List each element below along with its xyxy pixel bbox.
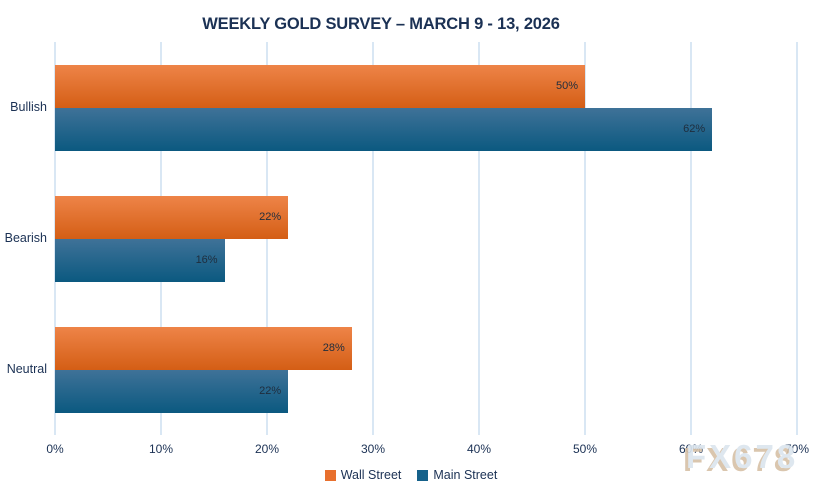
legend: Wall Street Main Street	[0, 468, 822, 482]
main-street-swatch	[417, 469, 429, 481]
gridline-20%	[266, 42, 268, 435]
bar-value-wall-street-bearish: 22%	[259, 211, 282, 223]
bar-main-street-bearish: 16%	[55, 238, 225, 282]
x-tick-label-20%: 20%	[254, 442, 280, 456]
category-label-bullish: Bullish	[10, 99, 47, 114]
gridline-40%	[478, 42, 480, 435]
plot-area: 50% 62% 22% 16% 28% 22%	[54, 42, 798, 435]
bar-wall-street-bullish: 50%	[55, 64, 585, 108]
bar-value-main-street-bearish: 16%	[195, 254, 218, 266]
x-tick-label-30%: 30%	[360, 442, 386, 456]
bar-value-wall-street-bullish: 50%	[555, 80, 578, 92]
x-tick-label-50%: 50%	[572, 442, 598, 456]
wall-street-swatch	[324, 469, 336, 481]
gridline-60%	[690, 42, 692, 435]
bar-value-wall-street-neutral: 28%	[322, 342, 345, 354]
x-tick-label-70%: 70%	[784, 442, 810, 456]
x-tick-label-10%: 10%	[148, 442, 174, 456]
x-tick-label-0%: 0%	[46, 442, 64, 456]
legend-label-main-street: Main Street	[433, 468, 498, 482]
category-label-bearish: Bearish	[4, 230, 47, 245]
bar-main-street-bullish: 62%	[55, 107, 713, 151]
bar-value-main-street-bullish: 62%	[683, 123, 706, 135]
category-label-neutral: Neutral	[6, 361, 47, 376]
bar-wall-street-bearish: 22%	[55, 195, 289, 239]
legend-item-main-street: Main Street	[417, 468, 497, 482]
gridline-50%	[584, 42, 586, 435]
bar-wall-street-neutral: 28%	[55, 326, 352, 370]
bar-main-street-neutral: 22%	[55, 369, 289, 413]
x-tick-label-60%: 60%	[678, 442, 704, 456]
gridline-70%	[796, 42, 798, 435]
legend-label-wall-street: Wall Street	[340, 468, 402, 482]
gridline-30%	[372, 42, 374, 435]
x-tick-label-40%: 40%	[466, 442, 492, 456]
chart-title: WEEKLY GOLD SURVEY – MARCH 9 - 13, 2026	[202, 15, 560, 33]
legend-item-wall-street: Wall Street	[324, 468, 402, 482]
bar-value-main-street-neutral: 22%	[259, 385, 282, 397]
